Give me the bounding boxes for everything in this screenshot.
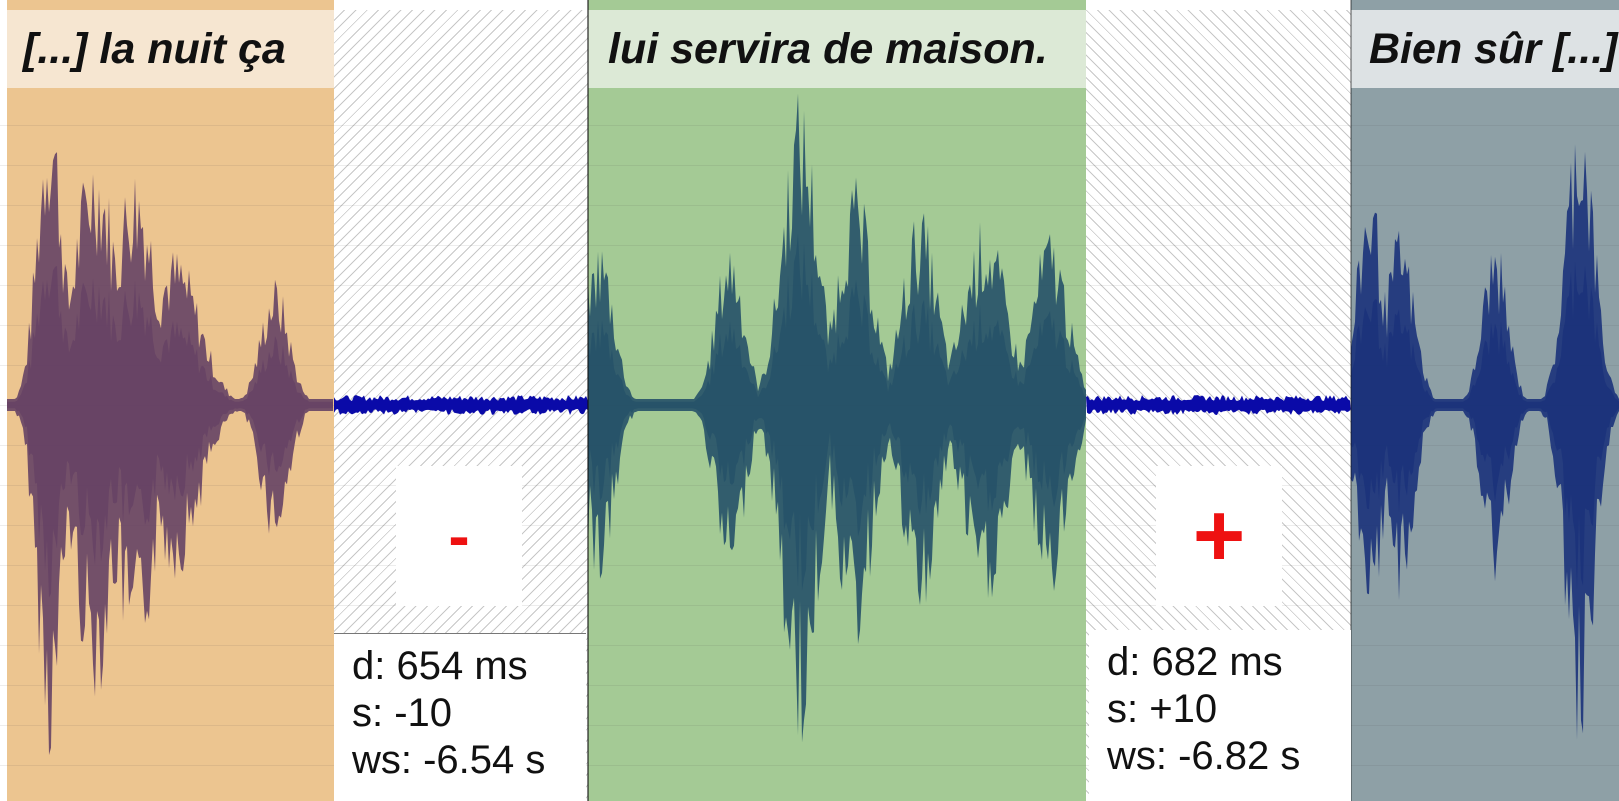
gap-2-silence [1086, 395, 1351, 415]
gridline [0, 765, 1619, 766]
gridline [0, 645, 1619, 646]
gridline [0, 685, 1619, 686]
gap-2-sign: + [1156, 466, 1282, 606]
gap-1-weighted-score: ws: -6.54 s [352, 738, 546, 782]
gridline [0, 205, 1619, 206]
gridline [0, 725, 1619, 726]
plus-icon: + [1192, 485, 1246, 586]
gap-1-duration: d: 654 ms [352, 644, 528, 688]
gap-2-weighted-score: ws: -6.82 s [1107, 734, 1301, 778]
gap-2-score: s: +10 [1107, 687, 1218, 731]
segment-1-waveform-core [7, 265, 333, 598]
segment-2-waveform-core [588, 233, 1086, 591]
segment-3-boundary[interactable] [1350, 0, 1352, 801]
gap-2-duration: d: 682 ms [1107, 640, 1283, 684]
gap-2-stats: d: 682 ms s: +10 ws: -6.82 s [1089, 630, 1351, 801]
gridline [0, 125, 1619, 126]
gridline [0, 165, 1619, 166]
gap-1-stats: d: 654 ms s: -10 ws: -6.54 s [334, 633, 586, 801]
segment-3-waveform-core [1351, 261, 1619, 590]
segment-2-caption: lui servira de maison. [588, 10, 1086, 88]
gap-1-silence [334, 395, 588, 415]
minus-icon: - [448, 500, 470, 572]
segment-3-caption: Bien sûr [...] [1351, 10, 1619, 88]
gap-1-score: s: -10 [352, 691, 453, 735]
segment-1-caption: [...] la nuit ça [7, 10, 334, 88]
gap-1-sign: - [396, 466, 522, 606]
segment-2-boundary[interactable] [587, 0, 589, 801]
